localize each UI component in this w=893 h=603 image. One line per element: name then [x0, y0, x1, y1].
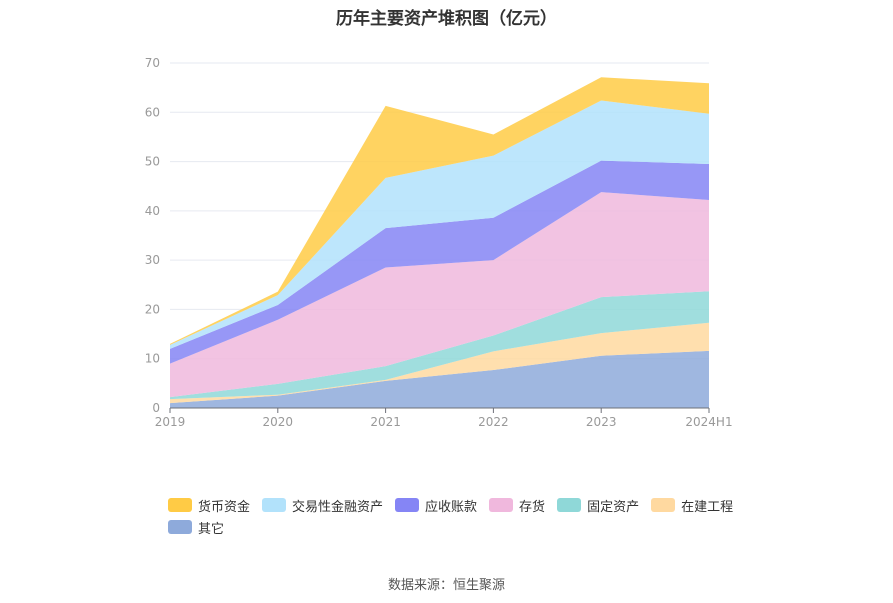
legend-swatch [262, 498, 287, 512]
legend-label: 其它 [198, 521, 225, 537]
y-tick-label: 70 [145, 56, 160, 70]
axes: 0 10 20 30 40 50 60 70 2019 2020 2021 2022 2023 2024H… [145, 56, 733, 429]
y-tick-label: 30 [145, 253, 160, 267]
legend[interactable]: 货币资金 交易性金融资产 应收账款 存货 固定资产 在建工程其它 [168, 494, 768, 538]
y-tick-label: 60 [145, 105, 160, 119]
legend-label: 在建工程 [681, 499, 734, 515]
legend-item[interactable]: 存货 [489, 494, 545, 516]
legend-swatch [557, 498, 582, 512]
area-存货[interactable] [170, 192, 709, 398]
area-在建工程[interactable] [170, 322, 709, 404]
legend-item[interactable]: 固定资产 [557, 494, 639, 516]
legend-label: 存货 [519, 499, 546, 515]
legend-label: 交易性金融资产 [292, 499, 384, 515]
x-tick-label: 2023 [586, 415, 617, 429]
y-tick-label: 50 [145, 155, 160, 169]
legend-swatch [489, 498, 514, 512]
area-series[interactable] [170, 77, 709, 408]
legend-item[interactable]: 应收账款 [395, 494, 477, 516]
area-固定资产[interactable] [170, 291, 709, 400]
legend-swatch [168, 520, 192, 534]
legend-label: 固定资产 [587, 499, 640, 515]
legend-swatch [651, 498, 676, 512]
area-交易性金融资产[interactable] [170, 100, 709, 349]
y-tick-label: 20 [145, 302, 160, 316]
legend-item[interactable]: 在建工程 [651, 494, 733, 516]
x-tick-label: 2024H1 [685, 415, 732, 429]
legend-item[interactable]: 交易性金融资产 [262, 494, 383, 516]
x-tick-label: 2020 [263, 415, 294, 429]
y-tick-label: 10 [145, 352, 160, 366]
legend-label: 货币资金 [198, 499, 251, 515]
legend-swatch [395, 498, 420, 512]
x-tick-label: 2021 [370, 415, 401, 429]
area-货币资金[interactable] [170, 77, 709, 345]
x-tick-label: 2019 [155, 415, 186, 429]
x-tick-label: 2022 [478, 415, 509, 429]
area-其它[interactable] [170, 350, 709, 408]
legend-swatch [168, 498, 192, 512]
area-应收账款[interactable] [170, 160, 709, 364]
y-tick-label: 0 [152, 401, 160, 415]
legend-item[interactable]: 其它 [168, 516, 224, 538]
legend-label: 应收账款 [425, 499, 478, 515]
chart-title: 历年主要资产堆积图（亿元） [336, 9, 557, 29]
legend-item[interactable]: 货币资金 [168, 494, 250, 516]
data-source: 数据来源：恒生聚源 [387, 578, 505, 593]
y-tick-label: 40 [145, 204, 160, 218]
